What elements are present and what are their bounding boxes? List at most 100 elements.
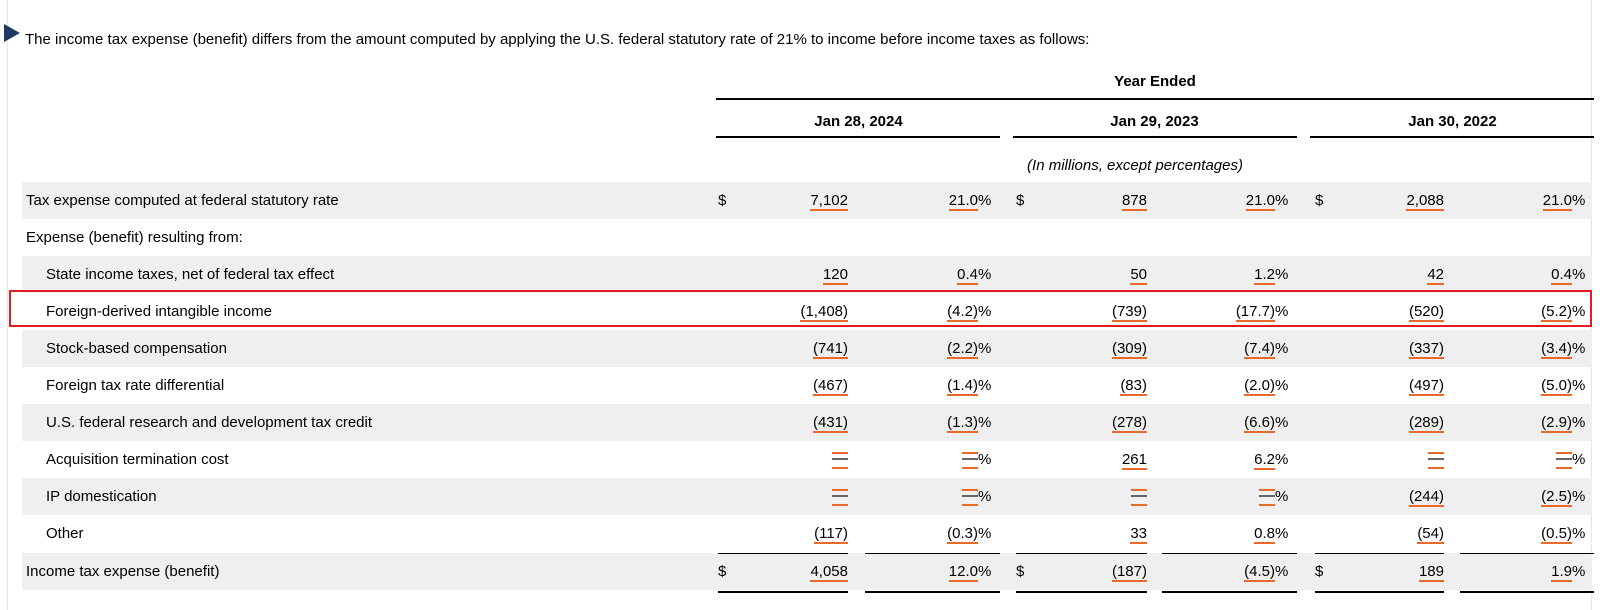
row-label: State income taxes, net of federal tax e… [46, 266, 335, 283]
percent-cell: (6.6) [1155, 404, 1275, 441]
table-row: State income taxes, net of federal tax e… [22, 256, 1592, 293]
percent-cell: 0.4 [1452, 256, 1572, 293]
period-header-2024: Jan 28, 2024 [814, 113, 903, 130]
amount-cell: 2,088 [1324, 182, 1444, 219]
section-marker-icon [4, 24, 20, 42]
amount-value: 7,102 [810, 192, 848, 211]
percent-value: (2.2) [947, 340, 978, 359]
percent-cell [858, 478, 978, 515]
percent-value: (2.9) [1541, 414, 1572, 433]
percent-cell: 6.2 [1155, 441, 1275, 478]
row-label: Foreign-derived intangible income [46, 303, 272, 320]
percent-sign: % [1572, 488, 1586, 505]
amount-cell: (309) [1027, 330, 1147, 367]
amount-value: 50 [1130, 266, 1147, 285]
percent-sign: % [1572, 451, 1586, 468]
amount-value: 120 [822, 266, 848, 285]
percent-cell: (1.4) [858, 367, 978, 404]
percent-sign: % [978, 414, 992, 431]
percent-cell: 0.8 [1155, 515, 1275, 552]
subtotal-rule [1460, 553, 1594, 554]
period-rule-2022 [1310, 136, 1594, 138]
percent-cell: (7.4) [1155, 330, 1275, 367]
amount-cell: 261 [1027, 441, 1147, 478]
amount-value: (54) [1417, 525, 1444, 544]
table-row: Other (117) (0.3)% 33 0.8 % (54) (0.5)% [22, 515, 1592, 552]
units-note: (In millions, except percentages) [1027, 157, 1243, 174]
percent-cell: (0.3) [858, 515, 978, 552]
percent-sign: % [978, 192, 992, 209]
percent-sign: % [1572, 266, 1586, 283]
total-rule [1162, 591, 1297, 593]
percent-value: (1.3) [947, 414, 978, 433]
percent-value: 21.0 [948, 192, 978, 211]
percent-value: (4.2) [947, 303, 978, 322]
percent-sign: % [1275, 451, 1289, 468]
percent-sign: % [1572, 525, 1586, 542]
amount-cell: (54) [1324, 515, 1444, 552]
amount-value: (289) [1408, 414, 1444, 433]
amount-value: (117) [814, 525, 848, 544]
amount-value: (739) [1111, 303, 1147, 322]
amount-cell: (467) [728, 367, 848, 404]
amount-value: (337) [1408, 340, 1444, 359]
period-header-2022: Jan 30, 2022 [1408, 113, 1497, 130]
percent-cell: 12.0 [858, 553, 978, 590]
amount-value: (1,408) [800, 303, 848, 322]
percent-cell: (1.3) [858, 404, 978, 441]
year-ended-rule [716, 98, 1594, 100]
percent-value: (6.6) [1244, 414, 1275, 433]
percent-value: 0.8 [1254, 525, 1275, 544]
row-label: Stock-based compensation [46, 340, 227, 357]
percent-sign: % [1275, 377, 1289, 394]
table-row: U.S. federal research and development ta… [22, 404, 1592, 441]
amount-value: 189 [1418, 563, 1444, 582]
amount-value: 4,058 [810, 563, 848, 582]
amount-cell: 42 [1324, 256, 1444, 293]
percent-cell [1155, 478, 1275, 515]
percent-cell: (2.5) [1452, 478, 1572, 515]
row-label: Expense (benefit) resulting from: [26, 229, 243, 246]
dash-mark [1556, 451, 1572, 469]
percent-sign: % [1275, 488, 1289, 505]
percent-value: 1.2 [1254, 266, 1275, 285]
amount-cell: (289) [1324, 404, 1444, 441]
amount-cell: 7,102 [728, 182, 848, 219]
amount-cell: (1,408) [728, 293, 848, 330]
percent-value: (4.5) [1244, 563, 1275, 582]
amount-cell [728, 478, 848, 515]
intro-text: The income tax expense (benefit) differs… [25, 31, 1090, 48]
dash-mark [962, 451, 978, 469]
amount-value: (467) [812, 377, 848, 396]
dash-mark [832, 451, 848, 469]
percent-sign: % [1572, 303, 1586, 320]
percent-value: (7.4) [1244, 340, 1275, 359]
subtotal-rule [865, 553, 1000, 554]
percent-sign: % [978, 488, 992, 505]
amount-cell: (187) [1027, 553, 1147, 590]
amount-value: 2,088 [1406, 192, 1444, 211]
percent-cell: (2.0) [1155, 367, 1275, 404]
amount-cell: (741) [728, 330, 848, 367]
period-header-2023: Jan 29, 2023 [1110, 113, 1199, 130]
subtotal-rule [718, 553, 848, 554]
table-row: Tax expense computed at federal statutor… [22, 182, 1592, 219]
amount-cell: 33 [1027, 515, 1147, 552]
percent-sign: % [1572, 563, 1586, 580]
percent-cell: (4.2) [858, 293, 978, 330]
percent-sign: % [978, 266, 992, 283]
row-label: Tax expense computed at federal statutor… [26, 192, 339, 209]
year-ended-header: Year Ended [1114, 73, 1196, 90]
amount-value: 878 [1121, 192, 1147, 211]
amount-cell: (520) [1324, 293, 1444, 330]
row-label: IP domestication [46, 488, 157, 505]
amount-cell [1027, 478, 1147, 515]
percent-cell [858, 441, 978, 478]
dash-mark [1259, 488, 1275, 506]
percent-value: 1.9 [1551, 563, 1572, 582]
total-rule [718, 591, 848, 593]
percent-value: (1.4) [947, 377, 978, 396]
percent-value: (5.0) [1541, 377, 1572, 396]
percent-cell: (5.0) [1452, 367, 1572, 404]
amount-cell [728, 441, 848, 478]
